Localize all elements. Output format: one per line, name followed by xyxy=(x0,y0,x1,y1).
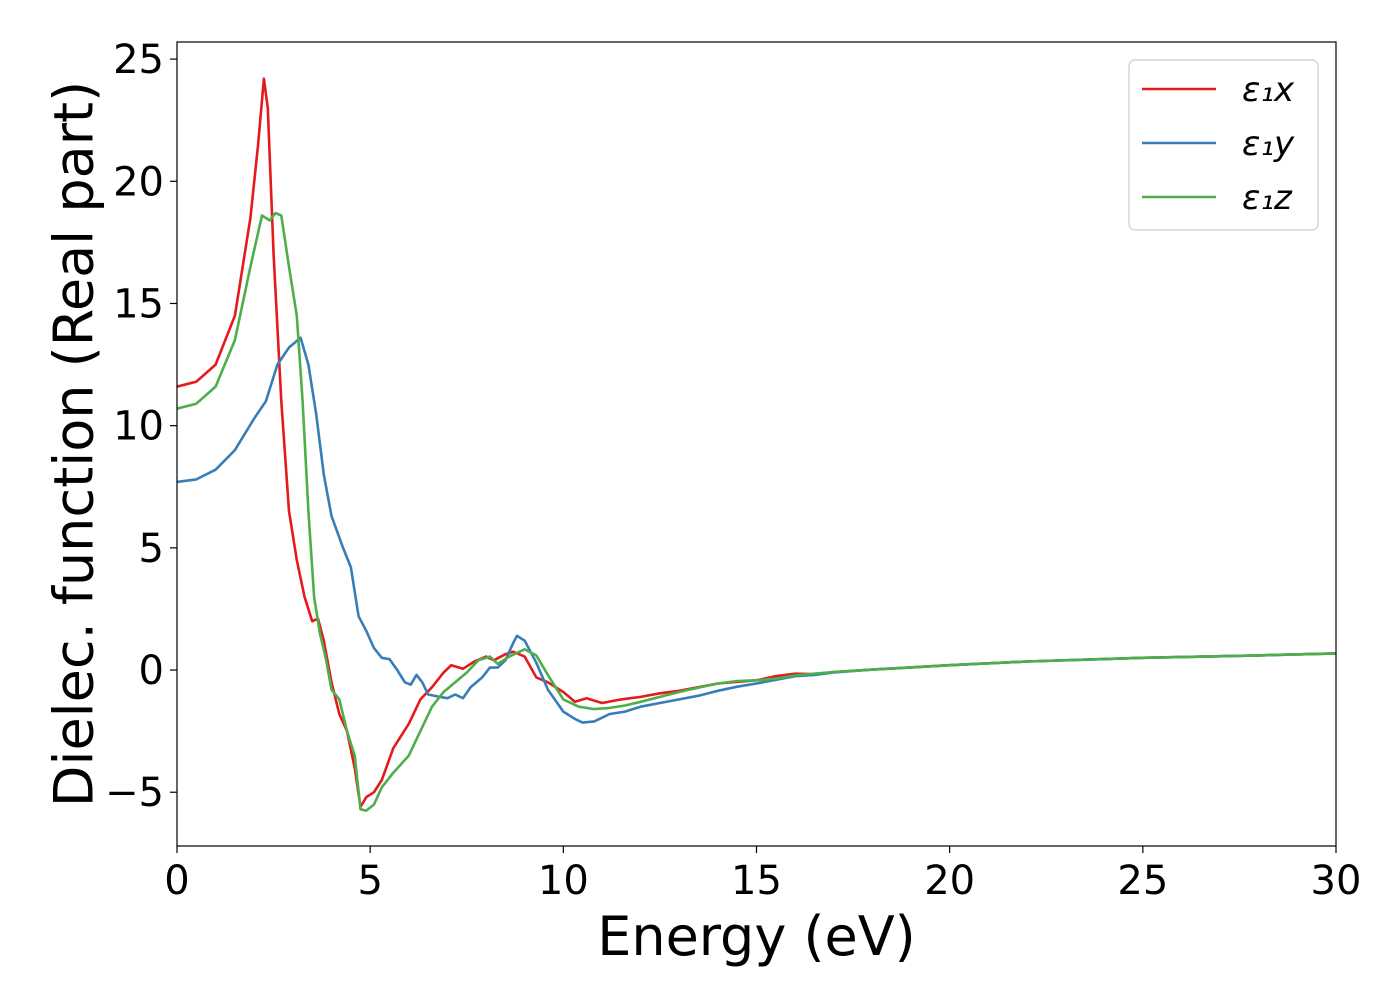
legend: ε₁x ε₁y ε₁z xyxy=(1128,59,1319,231)
x-axis-title: Energy (eV) xyxy=(597,905,916,968)
x-tick-label: 5 xyxy=(357,858,382,904)
y-tick-label: 20 xyxy=(113,159,164,205)
x-axis-ticks: 0 5 10 15 20 25 30 xyxy=(164,846,1361,904)
y-tick-label: 0 xyxy=(139,648,164,694)
x-tick-label: 0 xyxy=(164,858,189,904)
x-tick-label: 25 xyxy=(1117,858,1168,904)
legend-label-0: ε₁x xyxy=(1242,70,1295,110)
x-tick-label: 10 xyxy=(538,858,589,904)
y-tick-label: 25 xyxy=(113,37,164,83)
y-tick-label: −5 xyxy=(105,770,164,816)
y-tick-label: 15 xyxy=(113,281,164,327)
legend-label-1: ε₁y xyxy=(1242,124,1295,164)
x-tick-label: 20 xyxy=(924,858,975,904)
y-axis-title: Dielec. function (Real part) xyxy=(43,81,106,807)
series-layer xyxy=(177,77,1336,812)
series-line-2 xyxy=(177,211,1336,812)
y-axis-ticks: −5 0 5 10 15 20 25 xyxy=(105,37,177,816)
x-tick-label: 15 xyxy=(731,858,782,904)
y-tick-label: 5 xyxy=(139,526,164,572)
series-line-1 xyxy=(177,336,1336,724)
x-tick-label: 30 xyxy=(1311,858,1362,904)
y-tick-label: 10 xyxy=(113,404,164,450)
legend-label-2: ε₁z xyxy=(1242,178,1293,218)
legend-box xyxy=(1128,59,1319,231)
